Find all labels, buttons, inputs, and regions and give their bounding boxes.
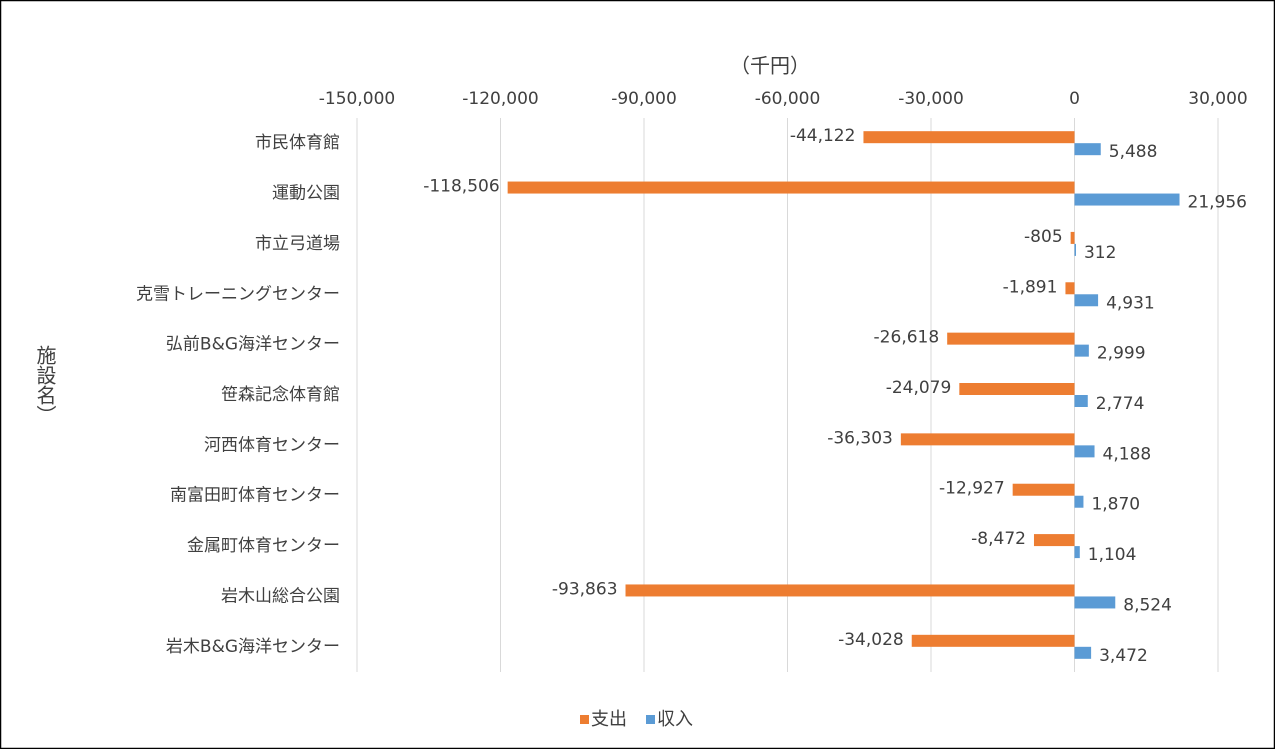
data-label: 1,104	[1088, 545, 1137, 565]
bar	[1070, 231, 1075, 244]
data-label: 5,488	[1109, 142, 1158, 162]
legend-label: 支出	[591, 709, 627, 730]
bar	[863, 131, 1075, 144]
data-label: -24,079	[886, 378, 952, 398]
bar	[1033, 534, 1075, 547]
bar	[507, 181, 1075, 194]
bar	[900, 433, 1075, 446]
x-tick-label: -30,000	[898, 89, 964, 109]
data-label: 4,188	[1103, 444, 1152, 464]
y-tick-label: 河西体育センター	[204, 435, 340, 455]
x-tick-label: -120,000	[462, 89, 538, 109]
y-tick-label: 運動公園	[272, 184, 340, 204]
x-tick-label: -90,000	[611, 89, 677, 109]
bar	[959, 383, 1075, 395]
data-label: -118,506	[423, 177, 499, 197]
data-label: 3,472	[1099, 646, 1148, 666]
data-label: 4,931	[1106, 293, 1155, 313]
data-label: -805	[1024, 227, 1063, 247]
data-label: 1,870	[1091, 495, 1140, 515]
y-tick-label: 弘前B&G海洋センター	[166, 335, 340, 355]
bar	[1065, 282, 1075, 295]
bar	[1074, 646, 1092, 659]
data-label: -12,927	[939, 479, 1005, 499]
y-tick-label: 克雪トレーニングセンター	[136, 284, 340, 304]
x-tick-label: 30,000	[1188, 89, 1247, 109]
bar	[1074, 495, 1084, 508]
y-tick-label: 笹森記念体育館	[221, 384, 340, 405]
data-label: 312	[1084, 243, 1116, 263]
y-tick-label: 市民体育館	[255, 133, 340, 153]
data-label: 2,774	[1096, 394, 1145, 414]
data-label: -26,618	[874, 328, 940, 348]
x-tick-label: 0	[1069, 89, 1080, 109]
y-tick-label: 市立弓道場	[255, 234, 340, 254]
legend-swatch	[580, 715, 589, 724]
data-label: -44,122	[790, 126, 856, 146]
bar	[1074, 294, 1099, 307]
legend-label: 収入	[657, 709, 693, 730]
legend-swatch	[646, 715, 655, 724]
data-label: -34,028	[838, 630, 904, 650]
bar	[625, 584, 1075, 597]
y-tick-label: 南富田町体育センター	[170, 486, 340, 506]
data-label: 21,956	[1188, 193, 1247, 213]
x-axis-label: （千円）	[730, 54, 810, 78]
bar	[1074, 243, 1076, 256]
data-label: 8,524	[1123, 595, 1172, 615]
data-label: -93,863	[552, 579, 618, 599]
y-tick-label: 岩木山総合公園	[221, 586, 340, 606]
x-tick-label: -60,000	[755, 89, 821, 109]
data-label: -36,303	[827, 428, 893, 448]
bar	[1074, 546, 1080, 559]
data-label: 2,999	[1097, 344, 1146, 364]
bar	[1074, 596, 1116, 609]
bar	[1074, 193, 1180, 206]
data-label: -8,472	[971, 529, 1026, 549]
bar	[1074, 445, 1095, 458]
x-tick-label: -150,000	[319, 89, 395, 109]
bar	[1074, 344, 1089, 357]
data-label: -1,891	[1003, 277, 1058, 297]
bar	[911, 634, 1075, 647]
bar	[1074, 395, 1088, 407]
y-tick-label: 金属町体育センター	[187, 536, 340, 556]
y-tick-label: 岩木B&G海洋センター	[166, 637, 340, 657]
bar	[947, 332, 1075, 345]
bar	[1012, 483, 1075, 496]
bar	[1074, 143, 1101, 156]
y-axis-label: 施設名）	[33, 345, 57, 425]
